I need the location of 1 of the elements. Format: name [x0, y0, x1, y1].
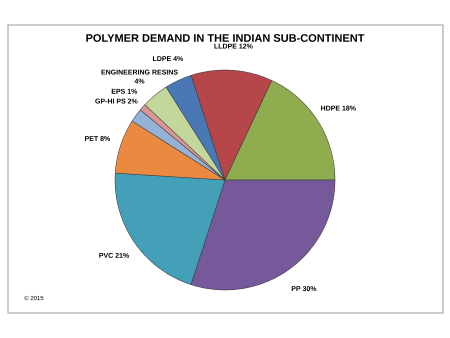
- chart-title: POLYMER DEMAND IN THE INDIAN SUB-CONTINENT: [86, 34, 364, 42]
